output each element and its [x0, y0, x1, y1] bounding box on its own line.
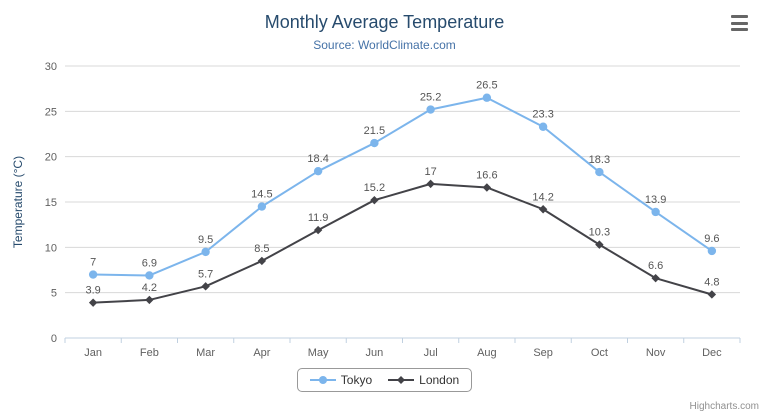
hamburger-icon [731, 21, 748, 25]
data-label: 4.2 [142, 282, 157, 294]
x-axis-tick-label: Mar [196, 347, 215, 359]
data-point-marker[interactable] [651, 207, 660, 217]
data-point-marker[interactable] [707, 246, 717, 256]
x-axis-tick-label: Aug [477, 347, 497, 359]
data-label: 3.9 [85, 285, 100, 297]
data-label: 11.9 [308, 212, 329, 224]
data-label: 7 [90, 257, 96, 269]
data-label: 6.9 [142, 257, 157, 269]
data-point-marker[interactable] [595, 167, 604, 177]
data-label: 10.3 [589, 227, 610, 239]
data-point-marker[interactable] [257, 256, 267, 266]
data-label: 14.5 [251, 189, 272, 201]
data-point-marker[interactable] [257, 202, 267, 211]
x-axis-tick-label: Sep [533, 347, 553, 359]
data-label: 13.9 [645, 194, 666, 206]
data-point-marker[interactable] [145, 295, 154, 305]
data-point-marker[interactable] [651, 273, 660, 283]
data-point-marker[interactable] [370, 138, 379, 148]
data-label: 9.6 [704, 233, 719, 245]
x-axis-tick-label: Oct [591, 347, 608, 359]
data-point-marker[interactable] [88, 270, 98, 279]
legend-item-london[interactable]: London [388, 373, 459, 387]
x-axis-tick-label: May [308, 347, 329, 359]
data-label: 21.5 [364, 125, 385, 137]
data-point-marker[interactable] [370, 195, 379, 205]
legend: Tokyo London [0, 368, 769, 392]
hamburger-icon [731, 28, 748, 31]
data-point-marker[interactable] [538, 205, 548, 214]
data-point-marker[interactable] [201, 247, 210, 257]
data-point-marker[interactable] [482, 183, 492, 192]
data-label: 16.6 [476, 169, 497, 181]
data-label: 17 [425, 166, 437, 178]
data-label: 6.6 [648, 260, 663, 272]
data-label: 25.2 [420, 92, 441, 104]
y-axis-tick-label: 25 [45, 106, 57, 118]
series-tokyo: 7 6.9 9.5 14.5 18.4 21.5 25.2 26.5 23.3 18.3 13.9 9… [88, 80, 720, 280]
y-axis-tick-label: 5 [51, 288, 57, 300]
data-point-marker[interactable] [201, 282, 210, 291]
x-axis-tick-label: Feb [140, 347, 159, 359]
data-point-marker[interactable] [318, 376, 327, 384]
data-label: 18.3 [589, 154, 610, 166]
legend-item-label: London [419, 373, 460, 387]
data-label: 23.3 [532, 109, 553, 121]
x-axis-tick-label: Jun [366, 347, 384, 359]
x-axis-tick-label: Jul [424, 347, 438, 359]
data-label: 14.2 [532, 191, 553, 203]
y-axis-tick-label: 10 [45, 242, 57, 254]
x-axis-tick-label: Dec [702, 347, 722, 359]
data-point-marker[interactable] [313, 166, 323, 176]
legend-item-tokyo[interactable]: Tokyo [309, 373, 373, 387]
data-label: 15.2 [364, 182, 385, 194]
data-point-marker[interactable] [88, 298, 98, 307]
x-axis-tick-label: Apr [253, 347, 270, 359]
hamburger-icon [731, 15, 748, 18]
legend-item-label: Tokyo [340, 373, 373, 387]
data-label: 8.5 [254, 243, 269, 255]
legend-box: Tokyo London [296, 368, 473, 392]
chart-subtitle: Source: WorldClimate.com [313, 38, 456, 52]
data-point-marker[interactable] [595, 240, 604, 249]
y-axis-tick-label: 20 [45, 152, 57, 164]
data-point-marker[interactable] [482, 93, 492, 102]
y-axis-tick-label: 30 [45, 61, 57, 73]
x-axis-tick-label: Nov [646, 347, 666, 359]
series-line[interactable] [92, 182, 713, 304]
x-axis-tick-label: Jan [84, 347, 102, 359]
data-label: 4.8 [704, 276, 719, 288]
data-point-marker[interactable] [707, 290, 717, 299]
y-axis-title: Temperature (°C) [11, 156, 25, 248]
data-label: 26.5 [476, 80, 497, 92]
data-point-marker[interactable] [426, 105, 435, 114]
data-label: 18.4 [307, 153, 328, 165]
y-axis-tick-label: 15 [45, 197, 57, 209]
data-label: 5.7 [198, 268, 213, 280]
circle-marker-icon [309, 376, 336, 384]
chart-title: Monthly Average Temperature [264, 12, 505, 32]
data-label: 9.5 [198, 234, 213, 246]
data-point-marker[interactable] [145, 271, 154, 280]
series-line[interactable] [92, 96, 713, 277]
data-point-marker[interactable] [313, 225, 323, 235]
data-point-marker[interactable] [538, 122, 548, 131]
data-point-marker[interactable] [397, 376, 406, 384]
diamond-marker-icon [388, 376, 415, 384]
highcharts-credit[interactable]: Highcharts.com [689, 401, 759, 412]
data-point-marker[interactable] [426, 179, 435, 189]
y-axis-tick-label: 0 [51, 333, 57, 345]
series-london: 3.9 4.2 5.7 8.5 11.9 15.2 17 16.6 14.2 10.3 6.6 4.8 [85, 166, 720, 307]
export-menu-button[interactable] [727, 12, 753, 34]
